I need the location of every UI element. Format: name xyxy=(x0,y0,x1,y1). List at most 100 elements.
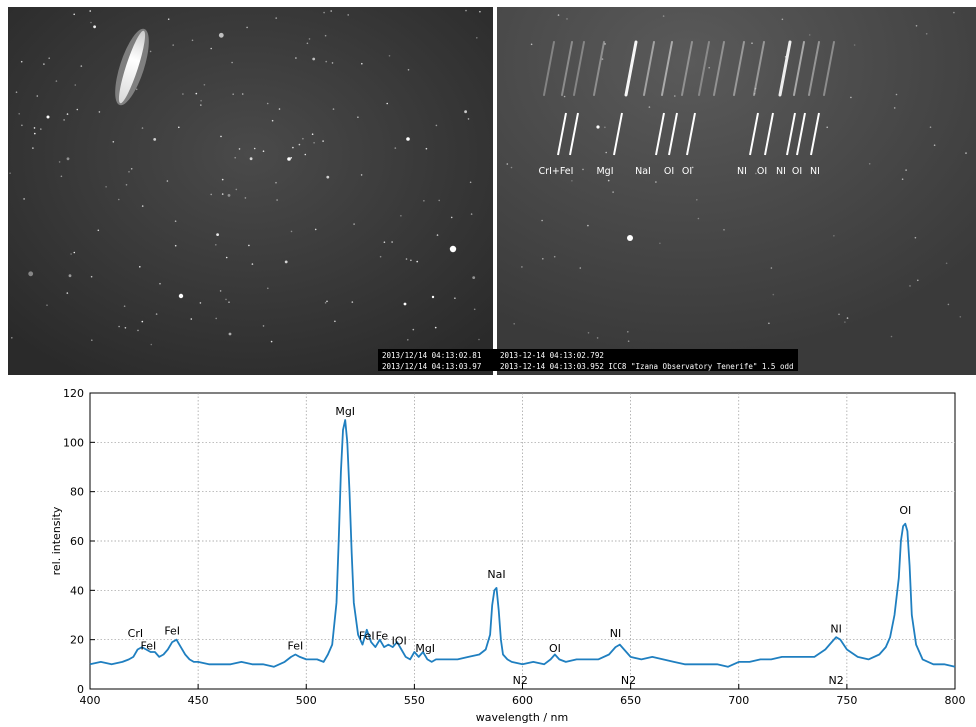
y-tick-label: 20 xyxy=(70,634,84,647)
bright-star xyxy=(449,245,457,253)
star xyxy=(200,104,202,106)
line-id-mark xyxy=(668,112,678,156)
star xyxy=(473,308,476,311)
star xyxy=(513,323,515,325)
left-timestamp-2: 2013/12/14 04:13:03.97 xyxy=(382,362,481,371)
star xyxy=(91,339,93,342)
star xyxy=(326,175,330,179)
star xyxy=(141,320,144,323)
star xyxy=(351,301,354,303)
star xyxy=(295,57,297,59)
annotation-label: FeI xyxy=(141,640,157,653)
star xyxy=(833,235,835,237)
star xyxy=(167,18,170,21)
y-tick-label: 120 xyxy=(63,387,84,400)
star xyxy=(521,266,523,268)
star xyxy=(46,304,48,307)
star xyxy=(15,91,18,93)
star xyxy=(178,126,180,129)
star xyxy=(425,147,428,150)
star xyxy=(33,127,36,129)
spectrum-series xyxy=(89,419,956,668)
star xyxy=(284,260,288,264)
star xyxy=(416,260,419,263)
star xyxy=(674,95,676,97)
line-id-mark xyxy=(569,112,579,156)
star xyxy=(587,332,590,334)
star xyxy=(388,55,391,57)
right-timestamp-2: 2013-12-14 04:13:03.952 ICC8 "Izana Obse… xyxy=(500,362,794,371)
line-id-label: NI xyxy=(737,166,747,177)
bright-star xyxy=(46,115,50,119)
star xyxy=(751,42,753,44)
line-id-mark xyxy=(557,112,567,156)
x-tick-label: 650 xyxy=(620,694,641,707)
spectral-streak xyxy=(778,40,792,97)
bright-star xyxy=(403,302,407,306)
star xyxy=(332,108,335,110)
star xyxy=(174,244,177,247)
annotation-label: NaI xyxy=(487,568,505,581)
star xyxy=(308,38,311,40)
x-tick-label: 600 xyxy=(512,694,533,707)
star xyxy=(128,171,130,173)
stars-left xyxy=(9,9,481,346)
star xyxy=(604,126,606,129)
star xyxy=(407,69,410,71)
star xyxy=(553,255,556,258)
star xyxy=(605,151,607,154)
star xyxy=(199,302,202,304)
star xyxy=(853,44,856,46)
star xyxy=(216,233,220,237)
line-id-label: OI xyxy=(682,166,692,177)
star xyxy=(753,92,756,95)
star xyxy=(248,244,250,247)
star xyxy=(313,142,315,144)
line-id-mark xyxy=(613,112,623,156)
star xyxy=(557,14,560,16)
star xyxy=(708,66,710,69)
star xyxy=(479,10,481,13)
star xyxy=(43,63,45,65)
star xyxy=(893,107,896,109)
spectral-streak xyxy=(643,41,655,96)
star xyxy=(275,17,278,19)
star xyxy=(478,338,480,341)
star xyxy=(123,305,126,308)
bright-star xyxy=(178,293,184,299)
star xyxy=(691,166,694,169)
star xyxy=(18,113,21,115)
star xyxy=(105,186,107,188)
spectral-streak xyxy=(698,41,710,96)
star xyxy=(290,157,293,159)
y-tick-label: 40 xyxy=(70,584,84,597)
right-timestamp-1: 2013-12-14 04:13:02.792 xyxy=(500,351,604,360)
spectral-streak xyxy=(561,41,573,96)
star xyxy=(541,219,543,222)
star xyxy=(93,25,96,29)
spectral-streak xyxy=(733,41,745,96)
star xyxy=(412,328,415,331)
star xyxy=(571,180,573,182)
star xyxy=(141,127,144,129)
star xyxy=(353,223,355,225)
star xyxy=(231,61,233,64)
star xyxy=(470,213,473,215)
spectral-streak xyxy=(573,41,585,96)
star xyxy=(754,87,757,90)
star xyxy=(953,11,955,14)
star xyxy=(947,303,950,306)
star xyxy=(63,119,65,121)
star xyxy=(89,10,91,12)
star xyxy=(915,25,918,27)
y-tick-label: 60 xyxy=(70,535,84,548)
x-axis-ticks: 400 450 500 550 600 650 700 750 800 xyxy=(80,684,966,707)
star xyxy=(270,340,273,343)
star xyxy=(23,198,25,200)
star xyxy=(314,228,317,231)
star xyxy=(901,178,904,180)
star xyxy=(438,199,441,202)
x-tick-label: 750 xyxy=(836,694,857,707)
line-id-mark xyxy=(786,112,796,156)
star xyxy=(76,108,79,111)
